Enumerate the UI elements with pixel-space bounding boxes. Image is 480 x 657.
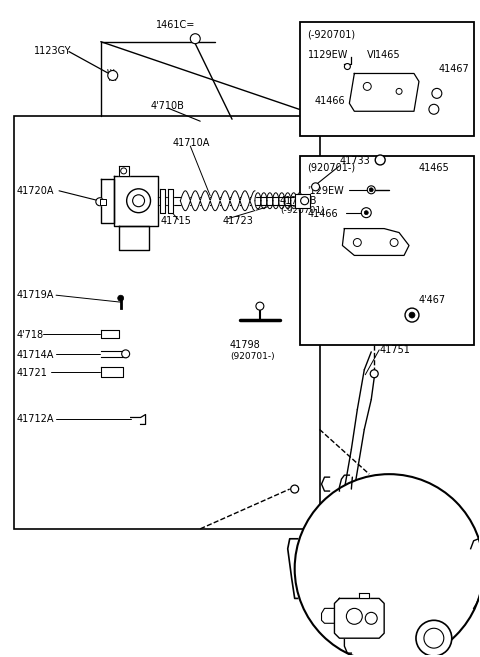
Text: 41720A: 41720A xyxy=(16,186,54,196)
Polygon shape xyxy=(101,351,126,357)
Text: 41723: 41723 xyxy=(222,215,253,225)
Text: 1461C=: 1461C= xyxy=(156,20,195,30)
Polygon shape xyxy=(101,367,123,376)
Text: Ⅵ1465: Ⅵ1465 xyxy=(367,50,401,60)
Circle shape xyxy=(364,211,368,215)
Text: 41715: 41715 xyxy=(160,215,192,225)
Circle shape xyxy=(118,295,124,301)
Polygon shape xyxy=(342,229,409,256)
Text: 41798: 41798 xyxy=(230,340,261,350)
Circle shape xyxy=(122,350,130,358)
Text: 41751: 41751 xyxy=(379,345,410,355)
Text: (-920701): (-920701) xyxy=(308,30,356,39)
Text: 41466: 41466 xyxy=(308,209,338,219)
Polygon shape xyxy=(119,166,129,176)
Text: 41465: 41465 xyxy=(419,163,450,173)
Text: 41467: 41467 xyxy=(439,64,469,74)
Circle shape xyxy=(344,64,350,70)
Circle shape xyxy=(367,186,375,194)
Circle shape xyxy=(295,474,480,657)
Circle shape xyxy=(370,370,378,378)
Text: 41721: 41721 xyxy=(16,368,47,378)
Circle shape xyxy=(390,238,398,246)
Circle shape xyxy=(347,608,362,624)
Circle shape xyxy=(96,198,104,206)
Polygon shape xyxy=(101,179,114,223)
Circle shape xyxy=(369,188,373,192)
Text: 41710A: 41710A xyxy=(172,138,210,148)
Polygon shape xyxy=(335,599,384,638)
Circle shape xyxy=(432,89,442,99)
Polygon shape xyxy=(119,225,148,250)
Polygon shape xyxy=(101,330,119,338)
Circle shape xyxy=(108,70,118,80)
Bar xyxy=(300,22,474,136)
Polygon shape xyxy=(160,189,166,213)
Polygon shape xyxy=(168,189,173,213)
Polygon shape xyxy=(114,176,158,225)
Text: 41719B: 41719B xyxy=(280,196,317,206)
Text: '129EW: '129EW xyxy=(308,186,344,196)
Circle shape xyxy=(365,612,377,624)
Text: 41712A: 41712A xyxy=(16,415,54,424)
Circle shape xyxy=(363,82,371,91)
Polygon shape xyxy=(295,194,310,208)
Circle shape xyxy=(416,620,452,656)
Text: 41714A: 41714A xyxy=(16,350,54,360)
Polygon shape xyxy=(349,74,419,111)
Circle shape xyxy=(256,302,264,310)
Text: 1129EW: 1129EW xyxy=(308,50,348,60)
Text: 41733: 41733 xyxy=(339,156,370,166)
Circle shape xyxy=(291,485,299,493)
Circle shape xyxy=(353,238,361,246)
Circle shape xyxy=(132,194,144,207)
Circle shape xyxy=(375,155,385,165)
Text: 4'710B: 4'710B xyxy=(151,101,184,111)
Circle shape xyxy=(190,34,200,43)
Polygon shape xyxy=(100,199,106,205)
Text: 41719A: 41719A xyxy=(16,290,54,300)
Circle shape xyxy=(120,168,127,174)
Text: 4'718: 4'718 xyxy=(16,330,43,340)
Circle shape xyxy=(127,189,151,213)
Circle shape xyxy=(405,308,419,322)
Circle shape xyxy=(361,208,371,217)
Text: (920701-): (920701-) xyxy=(230,352,275,361)
Bar xyxy=(300,156,474,345)
Text: (920701-): (920701-) xyxy=(308,163,356,173)
Bar xyxy=(14,116,320,529)
Circle shape xyxy=(424,628,444,648)
Polygon shape xyxy=(158,196,300,205)
Text: (-920701): (-920701) xyxy=(280,206,324,215)
Text: 41466: 41466 xyxy=(314,97,345,106)
Circle shape xyxy=(429,104,439,114)
Text: 1123GY: 1123GY xyxy=(34,45,72,56)
Circle shape xyxy=(300,196,309,205)
Text: 4'467: 4'467 xyxy=(419,295,446,306)
Circle shape xyxy=(409,312,415,318)
Polygon shape xyxy=(360,593,369,599)
Circle shape xyxy=(312,183,320,191)
Circle shape xyxy=(396,89,402,95)
